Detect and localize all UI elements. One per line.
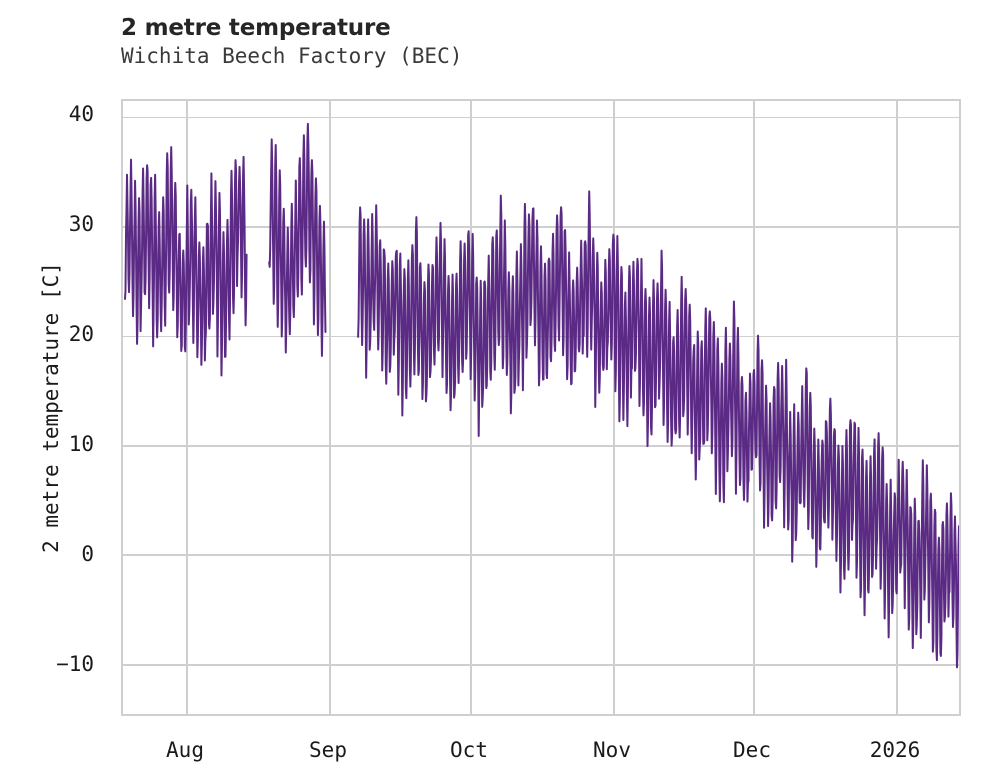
temperature-line [124, 122, 959, 669]
gridline-x-nov [613, 101, 615, 714]
x-tick-dec: Dec [733, 738, 771, 762]
gridline-y-30 [123, 226, 959, 228]
y-axis-tick-labels: 40 30 20 10 0 −10 [0, 0, 108, 782]
x-tick-nov: Nov [593, 738, 631, 762]
gridline-y-10 [123, 445, 959, 447]
chart-subtitle: Wichita Beech Factory (BEC) [121, 44, 463, 68]
y-tick-20: 20 [68, 322, 94, 346]
title-block: 2 metre temperature Wichita Beech Factor… [121, 14, 961, 70]
gridline-y-20 [123, 335, 959, 338]
x-tick-sep: Sep [309, 738, 347, 762]
gridline-x-2026 [896, 101, 898, 714]
gridline-y-40 [123, 116, 959, 119]
x-axis-tick-labels: Aug Sep Oct Nov Dec 2026 [0, 740, 981, 770]
gridline-x-aug [186, 101, 188, 714]
gridline-x-oct [470, 101, 472, 714]
gridline-y-0 [123, 554, 959, 557]
x-tick-aug: Aug [166, 738, 204, 762]
y-tick-neg10: −10 [56, 652, 94, 676]
gridline-x-sep [329, 101, 331, 714]
y-tick-30: 30 [68, 212, 94, 236]
gridline-y--10 [123, 663, 959, 666]
chart-title: 2 metre temperature [121, 15, 391, 41]
x-tick-2026: 2026 [869, 738, 921, 762]
y-tick-40: 40 [68, 102, 94, 126]
y-tick-0: 0 [81, 542, 94, 566]
x-tick-oct: Oct [450, 738, 488, 762]
plot-area [121, 99, 961, 716]
temperature-series [124, 122, 959, 669]
y-tick-10: 10 [68, 432, 94, 456]
plot-inner [123, 101, 959, 714]
